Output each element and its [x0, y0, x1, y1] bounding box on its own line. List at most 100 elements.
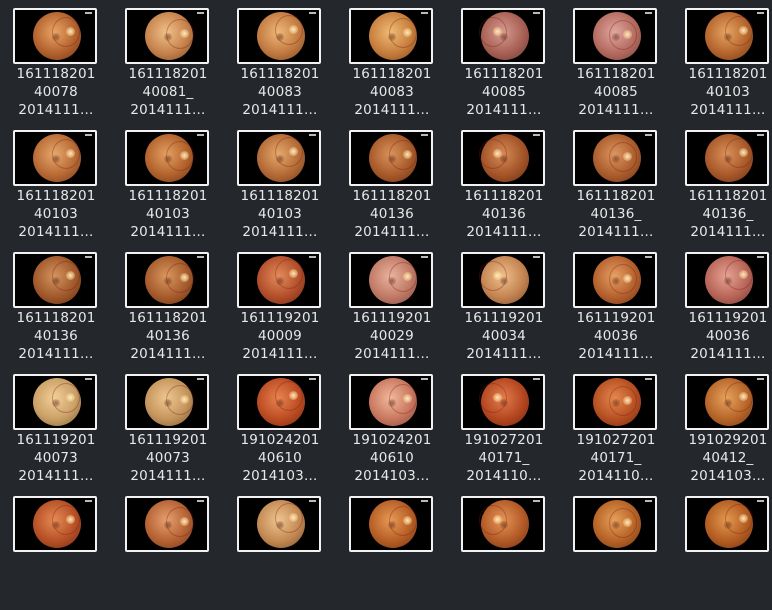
retina-image	[369, 134, 417, 182]
corner-mark	[645, 500, 652, 502]
fundus-thumbnail[interactable]	[349, 374, 433, 430]
file-item[interactable]: 191024201 40610 2014103…	[336, 366, 448, 488]
fundus-thumbnail[interactable]	[349, 252, 433, 308]
file-item[interactable]: 161118201 40136_ 2014111…	[560, 122, 672, 244]
file-name-line: 161119201	[128, 432, 208, 448]
vessel-arc	[725, 382, 753, 412]
file-item[interactable]: 161119201 40036 2014111…	[672, 244, 772, 366]
file-name-line: 2014103…	[354, 468, 430, 484]
fundus-thumbnail[interactable]	[461, 252, 545, 308]
file-item[interactable]: 191027201 40171_ 2014110…	[560, 366, 672, 488]
file-item[interactable]: 191027201 40171_ 2014110…	[448, 366, 560, 488]
file-item[interactable]	[112, 488, 224, 610]
fundus-thumbnail[interactable]	[237, 130, 321, 186]
file-item[interactable]	[336, 488, 448, 610]
file-item[interactable]: 161119201 40029 2014111…	[336, 244, 448, 366]
file-item[interactable]: 191029201 40412_ 2014103…	[672, 366, 772, 488]
fundus-thumbnail[interactable]	[685, 130, 769, 186]
corner-mark	[197, 378, 204, 380]
file-item[interactable]: 161118201 40078 2014111…	[0, 0, 112, 122]
file-item[interactable]	[224, 488, 336, 610]
fundus-thumbnail[interactable]	[349, 130, 433, 186]
fundus-thumbnail[interactable]	[13, 8, 97, 64]
fundus-thumbnail[interactable]	[13, 496, 97, 552]
file-name-line: 40085	[594, 84, 638, 100]
file-item[interactable]: 161119201 40036 2014111…	[560, 244, 672, 366]
file-name-line: 2014111…	[466, 224, 542, 240]
fundus-thumbnail[interactable]	[237, 496, 321, 552]
fundus-thumbnail[interactable]	[461, 374, 545, 430]
vessel-arc	[52, 139, 80, 169]
fundus-thumbnail[interactable]	[461, 130, 545, 186]
fundus-thumbnail[interactable]	[125, 252, 209, 308]
file-item[interactable]: 161118201 40136_ 2014111…	[672, 122, 772, 244]
fundus-thumbnail[interactable]	[685, 374, 769, 430]
file-name-line: 40103	[34, 206, 78, 222]
retina-image	[33, 134, 81, 182]
file-item[interactable]: 161119201 40073 2014111…	[112, 366, 224, 488]
fundus-thumbnail[interactable]	[573, 252, 657, 308]
file-item[interactable]: 161118201 40136 2014111…	[112, 244, 224, 366]
file-name-line: 40073	[146, 450, 190, 466]
file-item[interactable]: 161118201 40103 2014111…	[0, 122, 112, 244]
corner-mark	[85, 134, 92, 136]
retina-image	[705, 500, 753, 548]
file-item[interactable]: 161119201 40073 2014111…	[0, 366, 112, 488]
vessel-arc	[609, 20, 637, 50]
file-name-line: 161118201	[128, 310, 208, 326]
file-item[interactable]: 161118201 40136 2014111…	[448, 122, 560, 244]
vessel-arc	[275, 503, 303, 533]
file-item[interactable]: 161118201 40085 2014111…	[560, 0, 672, 122]
fundus-thumbnail[interactable]	[13, 130, 97, 186]
fundus-thumbnail[interactable]	[685, 496, 769, 552]
file-item[interactable]: 161118201 40085 2014111…	[448, 0, 560, 122]
file-name-line: 40036	[706, 328, 750, 344]
fundus-thumbnail[interactable]	[349, 496, 433, 552]
file-item[interactable]: 161119201 40009 2014111…	[224, 244, 336, 366]
fundus-thumbnail[interactable]	[237, 252, 321, 308]
fundus-thumbnail[interactable]	[573, 130, 657, 186]
file-item[interactable]: 161118201 40083 2014111…	[224, 0, 336, 122]
fundus-thumbnail[interactable]	[237, 8, 321, 64]
fundus-thumbnail[interactable]	[125, 374, 209, 430]
fundus-thumbnail[interactable]	[125, 8, 209, 64]
file-name-line: 40083	[258, 84, 302, 100]
file-item[interactable]	[672, 488, 772, 610]
fundus-thumbnail[interactable]	[573, 374, 657, 430]
fundus-thumbnail[interactable]	[13, 252, 97, 308]
fundus-thumbnail[interactable]	[237, 374, 321, 430]
vessel-arc	[725, 138, 753, 168]
corner-mark	[533, 12, 540, 14]
retina-image	[145, 256, 194, 304]
fundus-thumbnail[interactable]	[573, 496, 657, 552]
retina-image	[705, 256, 753, 304]
fundus-thumbnail[interactable]	[573, 8, 657, 64]
file-item[interactable]: 161118201 40083 2014111…	[336, 0, 448, 122]
file-item[interactable]	[0, 488, 112, 610]
file-item[interactable]: 161118201 40136 2014111…	[0, 244, 112, 366]
fundus-thumbnail[interactable]	[125, 130, 209, 186]
file-name-line: 40171_	[478, 450, 530, 466]
file-name-line: 2014111…	[242, 224, 318, 240]
fundus-thumbnail[interactable]	[349, 8, 433, 64]
fundus-thumbnail[interactable]	[461, 8, 545, 64]
file-item[interactable]	[448, 488, 560, 610]
file-item[interactable]	[560, 488, 672, 610]
file-item[interactable]: 191024201 40610 2014103…	[224, 366, 336, 488]
file-item[interactable]: 161118201 40136 2014111…	[336, 122, 448, 244]
file-item[interactable]: 161119201 40034 2014111…	[448, 244, 560, 366]
fundus-thumbnail[interactable]	[685, 8, 769, 64]
file-name-line: 2014111…	[354, 224, 430, 240]
file-name-line: 2014111…	[18, 346, 94, 362]
fundus-thumbnail[interactable]	[685, 252, 769, 308]
fundus-thumbnail[interactable]	[461, 496, 545, 552]
file-item[interactable]: 161118201 40103 2014111…	[112, 122, 224, 244]
corner-mark	[309, 134, 316, 136]
file-item[interactable]: 161118201 40081_ 2014111…	[112, 0, 224, 122]
fundus-thumbnail[interactable]	[13, 374, 97, 430]
file-name-line: 161118201	[352, 66, 432, 82]
file-item[interactable]: 161118201 40103 2014111…	[672, 0, 772, 122]
corner-mark	[421, 500, 428, 502]
file-item[interactable]: 161118201 40103 2014111…	[224, 122, 336, 244]
fundus-thumbnail[interactable]	[125, 496, 209, 552]
